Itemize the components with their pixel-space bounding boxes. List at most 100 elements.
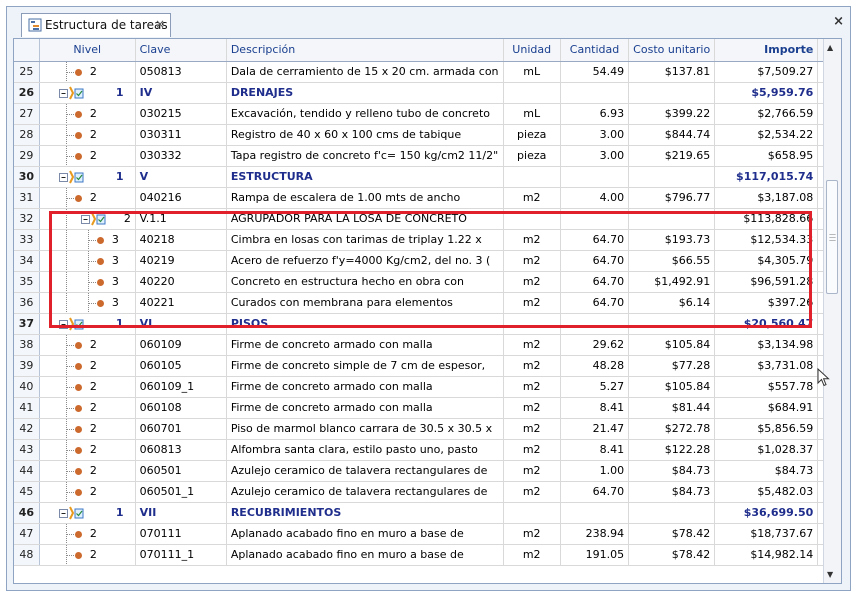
- clave-cell[interactable]: IV: [135, 82, 227, 104]
- task-row[interactable]: 32 2 V.1.1 AGRUPADOR PARA LA LOSA DE CONCRE…: [14, 208, 841, 230]
- unidad-cell[interactable]: m2: [503, 460, 561, 482]
- descripcion-cell[interactable]: RECUBRIMIENTOS: [226, 502, 504, 524]
- clave-cell[interactable]: 060105: [135, 355, 227, 377]
- collapse-group-icon[interactable]: [58, 86, 85, 100]
- nivel-cell[interactable]: 2: [39, 208, 136, 230]
- task-row[interactable]: 31 2 040216 Rampa de escalera de 1.00 mts d…: [14, 187, 841, 209]
- task-row[interactable]: 38 2 060109 Firme de concreto armado con ma…: [14, 334, 841, 356]
- clave-cell[interactable]: 060701: [135, 418, 227, 440]
- clave-cell[interactable]: V: [135, 166, 227, 188]
- clave-cell[interactable]: 030311: [135, 124, 227, 146]
- task-row[interactable]: 47 2 070111 Aplanado acabado fino en muro a…: [14, 523, 841, 545]
- task-row[interactable]: 40 2 060109_1 Firme de concreto armado con …: [14, 376, 841, 398]
- costo-unitario-cell[interactable]: $84.73: [628, 460, 716, 482]
- descripcion-cell[interactable]: Firme de concreto armado con malla: [226, 334, 504, 356]
- nivel-cell[interactable]: 2: [39, 460, 136, 482]
- nivel-cell[interactable]: 2: [39, 103, 136, 125]
- importe-cell[interactable]: $3,731.08: [714, 355, 819, 377]
- unidad-cell[interactable]: [503, 82, 561, 104]
- descripcion-cell[interactable]: Aplanado acabado fino en muro a base de: [226, 544, 504, 566]
- cantidad-cell[interactable]: [560, 502, 630, 524]
- importe-cell[interactable]: $20,560.47: [714, 313, 819, 335]
- collapse-group-icon[interactable]: [58, 506, 85, 520]
- costo-unitario-cell[interactable]: $272.78: [628, 418, 716, 440]
- nivel-cell[interactable]: 2: [39, 544, 136, 566]
- nivel-cell[interactable]: 1: [39, 313, 136, 335]
- importe-cell[interactable]: $96,591.28: [714, 271, 819, 293]
- panel-close-icon[interactable]: ×: [833, 14, 844, 29]
- clave-cell[interactable]: 070111_1: [135, 544, 227, 566]
- task-row[interactable]: 48 2 070111_1 Aplanado acabado fino en muro…: [14, 544, 841, 566]
- descripcion-cell[interactable]: Firme de concreto simple de 7 cm de espe…: [226, 355, 504, 377]
- importe-cell[interactable]: $5,959.76: [714, 82, 819, 104]
- importe-cell[interactable]: $7,509.27: [714, 61, 819, 83]
- unidad-cell[interactable]: pieza: [503, 145, 561, 167]
- nivel-cell[interactable]: 2: [39, 187, 136, 209]
- unidad-cell[interactable]: m2: [503, 250, 561, 272]
- cantidad-cell[interactable]: [560, 82, 630, 104]
- cantidad-cell[interactable]: 1.00: [560, 460, 630, 482]
- descripcion-cell[interactable]: Curados con membrana para elementos: [226, 292, 504, 314]
- col-header-unidad[interactable]: Unidad: [503, 39, 561, 62]
- cantidad-cell[interactable]: 64.70: [560, 229, 630, 251]
- costo-unitario-cell[interactable]: [628, 166, 716, 188]
- unidad-cell[interactable]: m2: [503, 397, 561, 419]
- descripcion-cell[interactable]: Aplanado acabado fino en muro a base de: [226, 523, 504, 545]
- descripcion-cell[interactable]: Concreto en estructura hecho en obra con: [226, 271, 504, 293]
- descripcion-cell[interactable]: Excavación, tendido y relleno tubo de co…: [226, 103, 504, 125]
- unidad-cell[interactable]: m2: [503, 418, 561, 440]
- task-row[interactable]: 25 2 050813 Dala de cerramiento de 15 x 20 …: [14, 61, 841, 83]
- col-header-costo-unitario[interactable]: Costo unitario: [628, 39, 716, 62]
- clave-cell[interactable]: 40221: [135, 292, 227, 314]
- importe-cell[interactable]: $14,982.14: [714, 544, 819, 566]
- task-row[interactable]: 39 2 060105 Firme de concreto simple de 7 c…: [14, 355, 841, 377]
- importe-cell[interactable]: $684.91: [714, 397, 819, 419]
- importe-cell[interactable]: $3,187.08: [714, 187, 819, 209]
- clave-cell[interactable]: 060109_1: [135, 376, 227, 398]
- group-row[interactable]: 37 1 VI PISOS $20,560.47: [14, 313, 841, 335]
- scroll-thumb[interactable]: — — —: [826, 180, 838, 294]
- descripcion-cell[interactable]: Firme de concreto armado con malla: [226, 397, 504, 419]
- importe-cell[interactable]: $5,482.03: [714, 481, 819, 503]
- col-header-clave[interactable]: Clave: [135, 39, 227, 62]
- importe-cell[interactable]: $658.95: [714, 145, 819, 167]
- unidad-cell[interactable]: m2: [503, 544, 561, 566]
- costo-unitario-cell[interactable]: [628, 208, 716, 230]
- descripcion-cell[interactable]: Tapa registro de concreto f'c= 150 kg/cm…: [226, 145, 504, 167]
- cantidad-cell[interactable]: 64.70: [560, 481, 630, 503]
- importe-cell[interactable]: $397.26: [714, 292, 819, 314]
- task-row[interactable]: 34 3 40219 Acero de refuerzo f'y=4000 Kg/cm…: [14, 250, 841, 272]
- clave-cell[interactable]: 050813: [135, 61, 227, 83]
- clave-cell[interactable]: 060501_1: [135, 481, 227, 503]
- cantidad-cell[interactable]: 8.41: [560, 397, 630, 419]
- clave-cell[interactable]: 060109: [135, 334, 227, 356]
- group-row[interactable]: 26 1 IV DRENAJES $5,959.76: [14, 82, 841, 104]
- unidad-cell[interactable]: [503, 166, 561, 188]
- descripcion-cell[interactable]: Piso de marmol blanco carrara de 30.5 x …: [226, 418, 504, 440]
- unidad-cell[interactable]: m2: [503, 271, 561, 293]
- descripcion-cell[interactable]: Azulejo ceramico de talavera rectangular…: [226, 481, 504, 503]
- importe-cell[interactable]: $117,015.74: [714, 166, 819, 188]
- costo-unitario-cell[interactable]: [628, 313, 716, 335]
- clave-cell[interactable]: 060813: [135, 439, 227, 461]
- nivel-cell[interactable]: 2: [39, 439, 136, 461]
- importe-cell[interactable]: $3,134.98: [714, 334, 819, 356]
- task-row[interactable]: 43 2 060813 Alfombra santa clara, estilo pa…: [14, 439, 841, 461]
- task-row[interactable]: 44 2 060501 Azulejo ceramico de talavera re…: [14, 460, 841, 482]
- group-row[interactable]: 46 1 VII RECUBRIMIENTOS $36,699.50: [14, 502, 841, 524]
- costo-unitario-cell[interactable]: $219.65: [628, 145, 716, 167]
- descripcion-cell[interactable]: Registro de 40 x 60 x 100 cms de tabique: [226, 124, 504, 146]
- costo-unitario-cell[interactable]: $796.77: [628, 187, 716, 209]
- importe-cell[interactable]: $557.78: [714, 376, 819, 398]
- nivel-cell[interactable]: 2: [39, 124, 136, 146]
- descripcion-cell[interactable]: Firme de concreto armado con malla: [226, 376, 504, 398]
- nivel-cell[interactable]: 3: [39, 250, 136, 272]
- collapse-subgroup-icon[interactable]: [80, 212, 107, 226]
- cantidad-cell[interactable]: 3.00: [560, 145, 630, 167]
- collapse-group-icon[interactable]: [58, 317, 85, 331]
- costo-unitario-cell[interactable]: $6.14: [628, 292, 716, 314]
- importe-cell[interactable]: $5,856.59: [714, 418, 819, 440]
- unidad-cell[interactable]: [503, 502, 561, 524]
- costo-unitario-cell[interactable]: [628, 82, 716, 104]
- unidad-cell[interactable]: m2: [503, 439, 561, 461]
